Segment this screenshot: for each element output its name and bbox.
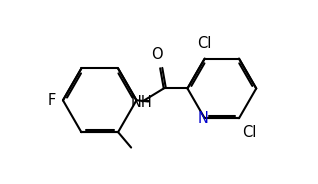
Text: F: F (48, 93, 56, 108)
Text: N: N (198, 111, 209, 126)
Text: Cl: Cl (197, 36, 212, 51)
Text: O: O (151, 47, 162, 62)
Text: Cl: Cl (243, 125, 257, 140)
Text: NH: NH (130, 95, 152, 110)
